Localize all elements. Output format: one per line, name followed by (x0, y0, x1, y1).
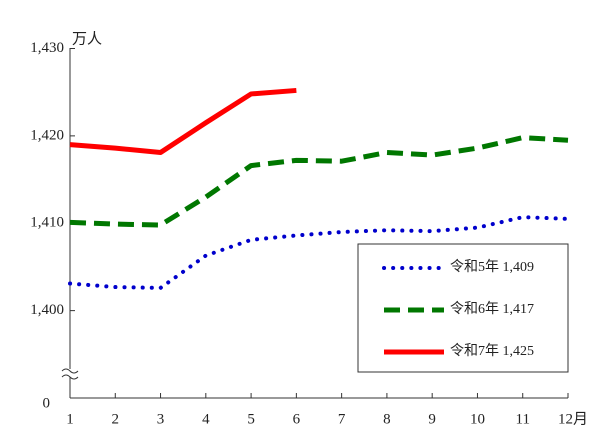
axis-break (61, 368, 79, 380)
x-tick-label: 2 (112, 411, 120, 427)
x-tick-label: 8 (383, 411, 391, 427)
y-unit: 万人 (72, 30, 102, 47)
x-tick-label: 6 (293, 411, 301, 427)
y-tick-label: 1,400 (30, 302, 64, 318)
series-line (69, 87, 297, 155)
y-tick-label: 1,430 (30, 40, 64, 56)
series-line (69, 135, 569, 228)
legend-label: 令和6年 1,417 (450, 301, 534, 317)
legend-label: 令和7年 1,425 (450, 343, 534, 359)
x-tick-label: 7 (338, 411, 346, 427)
x-tick-label: 12月 (558, 411, 588, 427)
y-tick-label: 1,410 (30, 215, 64, 231)
x-tick-label: 9 (428, 411, 436, 427)
x-tick-label: 4 (202, 411, 210, 427)
y-tick-label: 1,420 (30, 127, 64, 143)
x-tick-label: 1 (66, 411, 74, 427)
y-origin-label: 0 (43, 395, 51, 411)
x-tick-label: 5 (247, 411, 255, 427)
series-line (68, 215, 570, 290)
x-tick-label: 10 (470, 411, 485, 427)
legend-label: 令和5年 1,409 (450, 259, 534, 275)
x-tick-label: 11 (516, 411, 530, 427)
x-tick-label: 3 (157, 411, 165, 427)
